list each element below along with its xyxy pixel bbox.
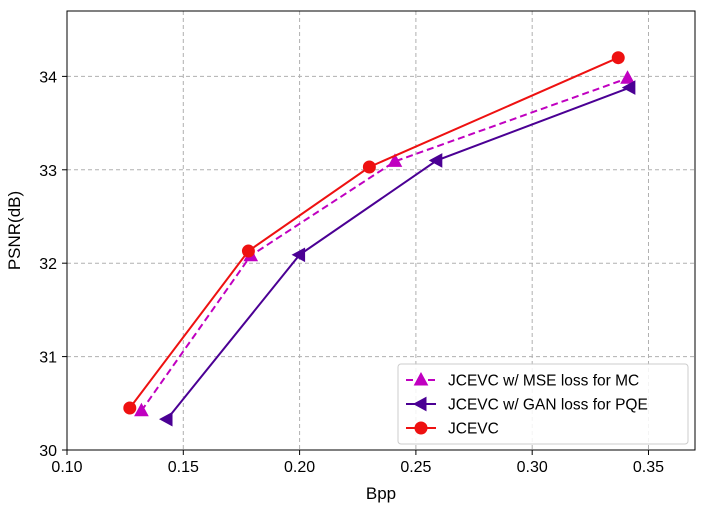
data-point: [611, 51, 625, 65]
data-point: [387, 153, 403, 167]
data-point: [158, 411, 173, 427]
x-tick-label: 0.20: [284, 459, 315, 476]
legend-marker: [412, 396, 427, 412]
legend: JCEVC w/ MSE loss for MC JCEVC w/ GAN los…: [397, 363, 689, 445]
y-tick-label: 31: [39, 350, 57, 367]
plot-frame: [66, 10, 696, 451]
x-tick-label: 0.35: [633, 459, 664, 476]
x-tick-label: 0.30: [517, 459, 548, 476]
data-point: [291, 247, 306, 263]
data-point: [241, 244, 255, 258]
data-point: [428, 153, 443, 168]
y-tick-label: 34: [39, 69, 57, 86]
legend-label: JCEVC w/ MSE loss for MC: [448, 373, 639, 390]
x-axis-title: Bpp: [366, 484, 396, 503]
x-tick-label: 0.15: [168, 459, 199, 476]
series-line: [129, 56, 619, 409]
data-point: [134, 402, 149, 417]
series-line: [166, 86, 631, 420]
legend-box: [397, 363, 689, 445]
y-tick-label: 30: [39, 443, 57, 460]
series-3: [123, 51, 625, 415]
data-point: [123, 401, 137, 415]
series-2: [158, 80, 636, 427]
legend-marker: [413, 371, 429, 386]
y-tick-label: 32: [39, 256, 57, 273]
x-tick-label: 0.25: [400, 459, 431, 476]
tick-layer: 0.10 0.15 0.20 0.25 0.30 0.35 30 31 32 33 34: [39, 69, 664, 476]
x-tick-label: 0.10: [51, 459, 82, 476]
data-point: [620, 70, 635, 84]
series-line: [140, 77, 628, 412]
legend-label: JCEVC w/ GAN loss for PQE: [448, 397, 648, 414]
y-tick-label: 33: [39, 163, 57, 180]
y-axis-title: PSNR(dB): [5, 191, 24, 270]
series-layer: [123, 51, 636, 427]
data-point: [362, 160, 376, 174]
legend-marker: [414, 421, 428, 435]
legend-label: JCEVC: [448, 421, 499, 438]
data-point: [621, 80, 636, 95]
